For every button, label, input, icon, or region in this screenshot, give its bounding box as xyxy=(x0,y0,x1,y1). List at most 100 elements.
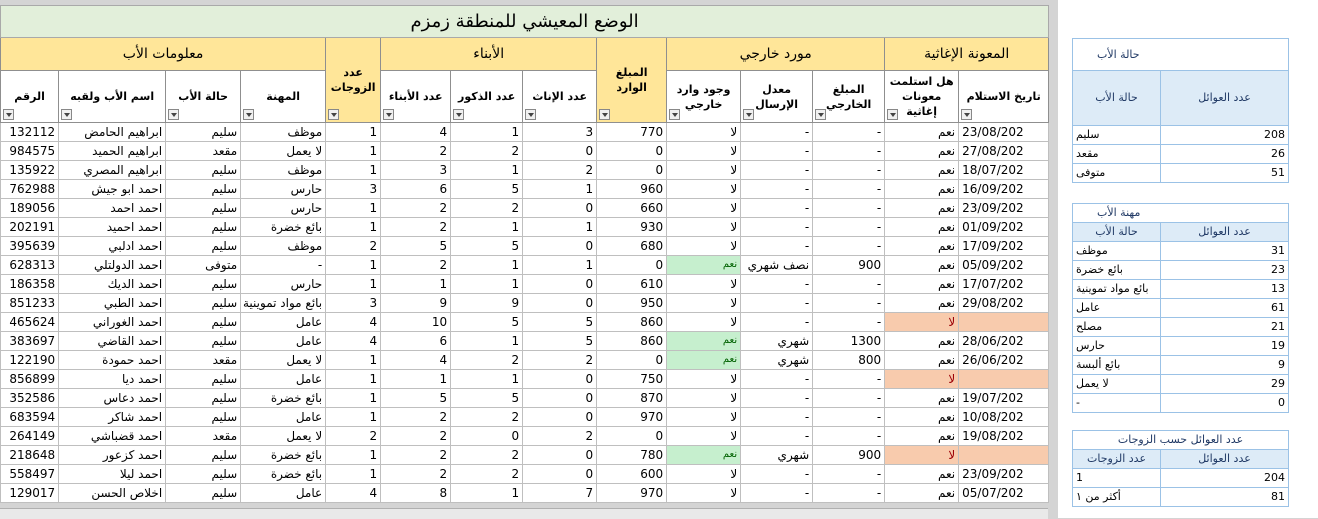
filter-button[interactable] xyxy=(383,109,395,120)
cell: 1 xyxy=(325,122,382,142)
cell: 2 xyxy=(450,350,524,370)
cell: 2 xyxy=(450,445,524,465)
cell: لا xyxy=(666,483,742,503)
data-row: لا - - لا 750 0 1 1 1 عامل سليم احمد ديا 856899 xyxy=(0,369,1050,389)
cell: احمد قضباشي xyxy=(58,426,167,446)
cell: 0 xyxy=(522,141,598,161)
cell: - xyxy=(812,293,886,313)
cell: سليم xyxy=(165,331,242,351)
cell: سليم xyxy=(165,388,242,408)
data-row: 01/09/202 نعم - - لا 930 1 1 2 1 بائع خضرة سليم احمد… xyxy=(0,217,1050,237)
cell: 6 xyxy=(380,331,452,351)
column-header: الرقم xyxy=(0,70,60,123)
cell: - xyxy=(740,160,814,180)
cell: 1 xyxy=(325,369,382,389)
cell: نعم xyxy=(884,483,960,503)
filter-button[interactable] xyxy=(61,109,73,120)
cell: سليم xyxy=(165,217,242,237)
sheet-title: الوضع المعيشي للمنطقة زمزم xyxy=(0,5,1050,38)
column-header: معدل الإرسال xyxy=(740,70,814,123)
cell: 3 xyxy=(325,179,382,199)
cell: نعم xyxy=(884,331,960,351)
cell: 5 xyxy=(522,331,598,351)
cell: 970 xyxy=(596,483,668,503)
cell: نعم xyxy=(884,274,960,294)
summary-header-row: حالة الأب عدد العوائل xyxy=(1072,222,1289,242)
summary-row: عامل 61 xyxy=(1072,298,1289,318)
summary-label: بائع خضرة xyxy=(1072,260,1161,280)
cell: - xyxy=(740,141,814,161)
cell: احمد احميد xyxy=(58,217,167,237)
cell: متوفى xyxy=(165,255,242,275)
filter-button[interactable] xyxy=(328,109,340,120)
summary-header: حالة الأب xyxy=(1072,70,1161,126)
filter-button[interactable] xyxy=(3,109,14,120)
cell: احمد ادلبي xyxy=(58,236,167,256)
cell: 770 xyxy=(596,122,668,142)
cell: عامل xyxy=(240,331,327,351)
horizontal-scrollbar[interactable] xyxy=(0,508,1048,519)
cell: 7 xyxy=(522,483,598,503)
cell: بائع خضرة xyxy=(240,217,327,237)
column-header: عدد الأبناء xyxy=(380,70,452,123)
filter-button[interactable] xyxy=(961,109,973,120)
summary-table: عدد العوائل حسب الزوجات عدد الزوجات عدد ال… xyxy=(1072,430,1289,507)
cell: نعم xyxy=(884,236,960,256)
cell: 2 xyxy=(380,255,452,275)
filter-button[interactable] xyxy=(599,109,611,120)
cell: 1 xyxy=(450,255,524,275)
cell: 683594 xyxy=(0,407,60,427)
cell: نعم xyxy=(884,141,960,161)
cell: 5 xyxy=(450,312,524,332)
cell: عامل xyxy=(240,369,327,389)
cell: 610 xyxy=(596,274,668,294)
cell: - xyxy=(740,122,814,142)
cell: 5 xyxy=(522,312,598,332)
summary-row: لا يعمل 29 xyxy=(1072,374,1289,394)
cell: 264149 xyxy=(0,426,60,446)
cell: 2 xyxy=(522,426,598,446)
filter-button[interactable] xyxy=(743,109,755,120)
filter-button[interactable] xyxy=(453,109,465,120)
summary-count: 21 xyxy=(1160,317,1289,337)
cell: 4 xyxy=(380,122,452,142)
filter-button[interactable] xyxy=(887,109,899,120)
cell: احمد ليلا xyxy=(58,464,167,484)
cell: نعم xyxy=(884,293,960,313)
filter-button[interactable] xyxy=(669,109,681,120)
cell: لا xyxy=(666,179,742,199)
cell: 900 xyxy=(812,255,886,275)
cell: - xyxy=(740,179,814,199)
summary-label: - xyxy=(1072,393,1161,413)
filter-button[interactable] xyxy=(243,109,255,120)
cell: احمد حمودة xyxy=(58,350,167,370)
cell: 1 xyxy=(325,407,382,427)
cell: 1 xyxy=(325,160,382,180)
cell: 2 xyxy=(450,464,524,484)
summary-label: سليم xyxy=(1072,125,1161,145)
cell: 132112 xyxy=(0,122,60,142)
summary-count: 29 xyxy=(1160,374,1289,394)
summary-row: موظف 31 xyxy=(1072,241,1289,261)
summary-count: 51 xyxy=(1160,163,1289,183)
summary-count: 26 xyxy=(1160,144,1289,164)
cell: 851233 xyxy=(0,293,60,313)
filter-button[interactable] xyxy=(815,109,827,120)
cell: سليم xyxy=(165,407,242,427)
summary-row: مقعد 26 xyxy=(1072,144,1289,164)
cell: - xyxy=(812,198,886,218)
summary-title-row: حالة الأب xyxy=(1072,38,1289,71)
summary-row: بائع مواد تموينية 13 xyxy=(1072,279,1289,299)
cell: - xyxy=(812,388,886,408)
filter-button[interactable] xyxy=(525,109,537,120)
cell: نعم xyxy=(666,350,742,370)
cell: - xyxy=(812,217,886,237)
summary-count: 23 xyxy=(1160,260,1289,280)
cell: 0 xyxy=(522,198,598,218)
cell: لا يعمل xyxy=(240,426,327,446)
cell: - xyxy=(812,236,886,256)
summary-title: حالة الأب xyxy=(1072,38,1289,71)
cell: 0 xyxy=(522,407,598,427)
cell: نعم xyxy=(884,217,960,237)
filter-button[interactable] xyxy=(168,109,180,120)
